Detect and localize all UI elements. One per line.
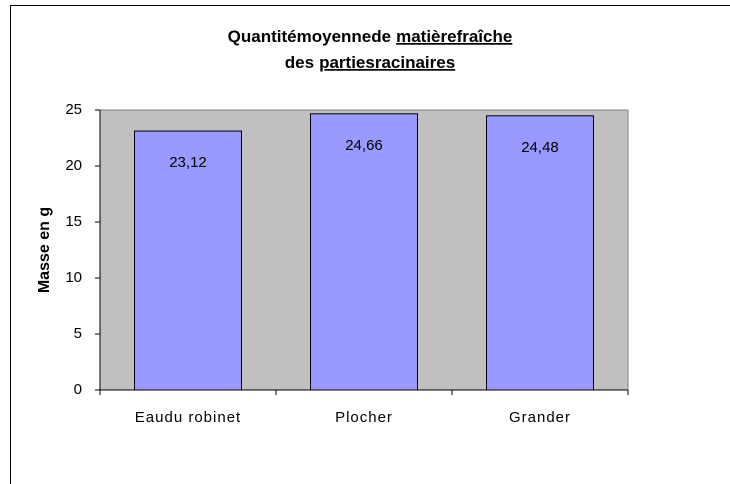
value-label: 24,48 — [521, 139, 559, 156]
y-tick-label: 5 — [74, 325, 82, 342]
value-label: 24,66 — [345, 137, 383, 154]
title-text: des — [285, 53, 314, 72]
value-label: 23,12 — [169, 154, 207, 171]
y-tick-label: 15 — [65, 213, 82, 230]
y-tick-label: 10 — [65, 269, 82, 286]
y-tick-label: 0 — [74, 381, 82, 398]
bar — [134, 130, 242, 391]
chart-title: Quantitémoyennede matièrefraîche — [228, 27, 513, 46]
title-text: matièrefraîche — [396, 27, 512, 46]
x-tick-label: Eaudu robinet — [135, 409, 241, 426]
title-text: partiesracinaires — [319, 53, 455, 72]
title-text: Quantitémoyennede — [228, 27, 391, 46]
x-tick-label: Grander — [509, 409, 571, 426]
y-tick-label: 20 — [65, 157, 82, 174]
bar — [486, 115, 594, 391]
y-axis-label: Masse en g — [36, 207, 53, 293]
x-tick-label: Plocher — [335, 409, 393, 426]
y-tick-label: 25 — [65, 101, 82, 118]
chart-title: des partiesracinaires — [285, 53, 455, 72]
bar — [310, 113, 418, 391]
